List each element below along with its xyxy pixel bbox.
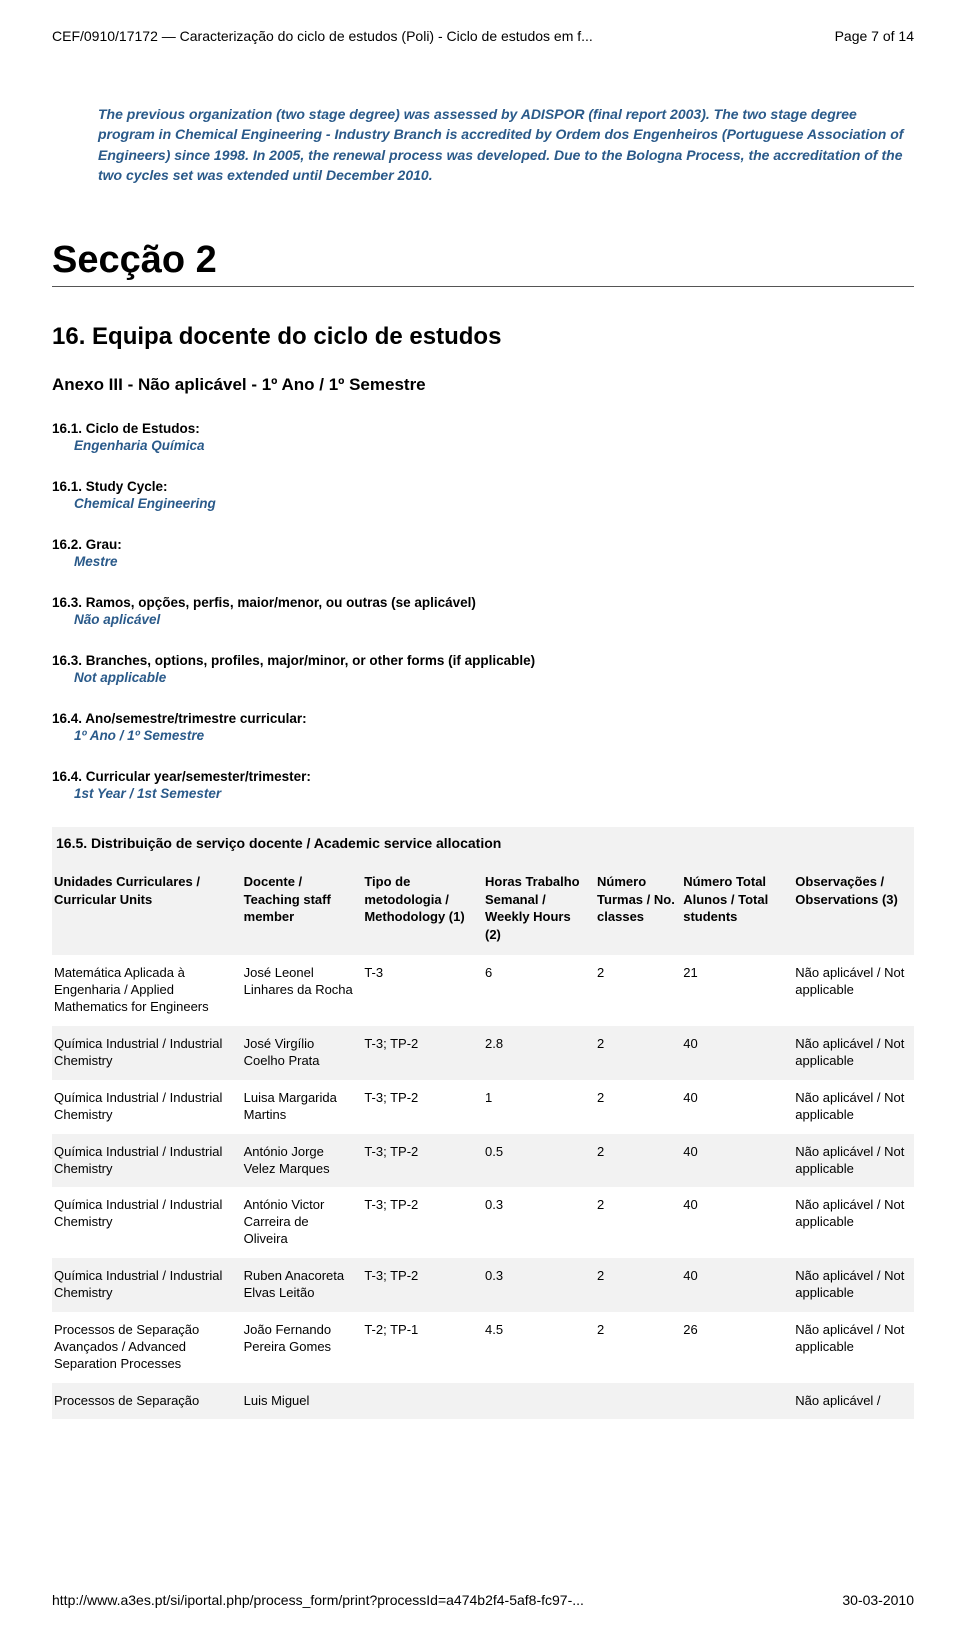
- table-cell: 2: [595, 1026, 681, 1080]
- table-cell: 40: [681, 1080, 793, 1134]
- table-cell: 40: [681, 1134, 793, 1188]
- table-cell: Não aplicável / Not applicable: [793, 1134, 914, 1188]
- table-cell: [595, 1383, 681, 1420]
- table-cell: Não aplicável / Not applicable: [793, 1187, 914, 1258]
- col-header: Número Turmas / No. classes: [595, 859, 681, 955]
- field-label-ramos: 16.3. Ramos, opções, perfis, maior/menor…: [52, 595, 914, 610]
- table-cell: José Leonel Linhares da Rocha: [242, 955, 363, 1026]
- field-label-studycycle: 16.1. Study Cycle:: [52, 479, 914, 494]
- table-cell: Não aplicável / Not applicable: [793, 1080, 914, 1134]
- col-header: Unidades Curriculares / Curricular Units: [52, 859, 242, 955]
- table-row: Química Industrial / Industrial Chemistr…: [52, 1026, 914, 1080]
- anexo-heading: Anexo III - Não aplicável - 1º Ano / 1º …: [52, 375, 914, 395]
- table-cell: [681, 1383, 793, 1420]
- table-cell: António Victor Carreira de Oliveira: [242, 1187, 363, 1258]
- table-row: Processos de SeparaçãoLuis Miguel Não apl…: [52, 1383, 914, 1420]
- table-cell: T-3; TP-2: [362, 1134, 483, 1188]
- table-cell: T-3; TP-2: [362, 1026, 483, 1080]
- field-label-ciclo: 16.1. Ciclo de Estudos:: [52, 421, 914, 436]
- section-divider: [52, 286, 914, 287]
- doc-title: CEF/0910/17172 — Caracterização do ciclo…: [52, 28, 593, 44]
- table-cell: Não aplicável / Not applicable: [793, 955, 914, 1026]
- table-cell: Química Industrial / Industrial Chemistr…: [52, 1026, 242, 1080]
- table-cell: T-3; TP-2: [362, 1080, 483, 1134]
- table-cell: 2: [595, 955, 681, 1026]
- table-cell: Química Industrial / Industrial Chemistr…: [52, 1080, 242, 1134]
- table-cell: Ruben Anacoreta Elvas Leitão: [242, 1258, 363, 1312]
- table-cell: Química Industrial / Industrial Chemistr…: [52, 1258, 242, 1312]
- table-cell: Química Industrial / Industrial Chemistr…: [52, 1187, 242, 1258]
- table-cell: T-3; TP-2: [362, 1258, 483, 1312]
- footer-url: http://www.a3es.pt/si/iportal.php/proces…: [52, 1592, 584, 1608]
- table-cell: 26: [681, 1312, 793, 1383]
- table-cell: 6: [483, 955, 595, 1026]
- table-cell: 1: [483, 1080, 595, 1134]
- footer-date: 30-03-2010: [842, 1592, 914, 1608]
- table-cell: T-2; TP-1: [362, 1312, 483, 1383]
- field-value-grau: Mestre: [74, 554, 914, 569]
- field-label-year: 16.4. Curricular year/semester/trimester…: [52, 769, 914, 784]
- field-value-year: 1st Year / 1st Semester: [74, 786, 914, 801]
- table-cell: 0.3: [483, 1187, 595, 1258]
- table-cell: 40: [681, 1026, 793, 1080]
- col-header: Observações / Observations (3): [793, 859, 914, 955]
- table-cell: Não aplicável / Not applicable: [793, 1258, 914, 1312]
- table-title: 16.5. Distribuição de serviço docente / …: [52, 827, 914, 859]
- table-cell: Luisa Margarida Martins: [242, 1080, 363, 1134]
- table-cell: 2: [595, 1080, 681, 1134]
- field-label-ano: 16.4. Ano/semestre/trimestre curricular:: [52, 711, 914, 726]
- table-cell: Química Industrial / Industrial Chemistr…: [52, 1134, 242, 1188]
- table-cell: [483, 1383, 595, 1420]
- table-cell: Não aplicável / Not applicable: [793, 1026, 914, 1080]
- col-header: Docente / Teaching staff member: [242, 859, 363, 955]
- field-value-ano: 1º Ano / 1º Semestre: [74, 728, 914, 743]
- col-header: Número Total Alunos / Total students: [681, 859, 793, 955]
- table-cell: Processos de Separação Avançados / Advan…: [52, 1312, 242, 1383]
- table-cell: 2: [595, 1312, 681, 1383]
- section-title: Secção 2: [52, 239, 914, 282]
- field-value-studycycle: Chemical Engineering: [74, 496, 914, 511]
- heading-16: 16. Equipa docente do ciclo de estudos: [52, 323, 914, 351]
- field-value-ramos: Não aplicável: [74, 612, 914, 627]
- table-cell: [362, 1383, 483, 1420]
- table-cell: 4.5: [483, 1312, 595, 1383]
- table-cell: João Fernando Pereira Gomes: [242, 1312, 363, 1383]
- table-cell: Matemática Aplicada à Engenharia / Appli…: [52, 955, 242, 1026]
- table-row: Processos de Separação Avançados / Advan…: [52, 1312, 914, 1383]
- table-header-row: Unidades Curriculares / Curricular Units…: [52, 859, 914, 955]
- table-row: Química Industrial / Industrial Chemistr…: [52, 1134, 914, 1188]
- table-cell: 40: [681, 1258, 793, 1312]
- table-cell: 0.5: [483, 1134, 595, 1188]
- table-cell: 2: [595, 1187, 681, 1258]
- table-cell: 40: [681, 1187, 793, 1258]
- field-value-ciclo: Engenharia Química: [74, 438, 914, 453]
- table-cell: 2: [595, 1134, 681, 1188]
- table-row: Química Industrial / Industrial Chemistr…: [52, 1258, 914, 1312]
- table-cell: T-3; TP-2: [362, 1187, 483, 1258]
- table-cell: 0.3: [483, 1258, 595, 1312]
- table-row: Química Industrial / Industrial Chemistr…: [52, 1187, 914, 1258]
- table-cell: Processos de Separação: [52, 1383, 242, 1420]
- intro-paragraph: The previous organization (two stage deg…: [98, 104, 914, 185]
- page-indicator: Page 7 of 14: [835, 28, 914, 44]
- table-cell: Luis Miguel: [242, 1383, 363, 1420]
- table-cell: T-3: [362, 955, 483, 1026]
- allocation-table: Unidades Curriculares / Curricular Units…: [52, 859, 914, 1419]
- table-cell: Não aplicável / Not applicable: [793, 1312, 914, 1383]
- table-cell: António Jorge Velez Marques: [242, 1134, 363, 1188]
- table-cell: 21: [681, 955, 793, 1026]
- table-cell: 2: [595, 1258, 681, 1312]
- table-cell: José Virgílio Coelho Prata: [242, 1026, 363, 1080]
- table-cell: 2.8: [483, 1026, 595, 1080]
- field-value-branches: Not applicable: [74, 670, 914, 685]
- field-label-branches: 16.3. Branches, options, profiles, major…: [52, 653, 914, 668]
- table-cell: Não aplicável /: [793, 1383, 914, 1420]
- col-header: Tipo de metodologia / Methodology (1): [362, 859, 483, 955]
- table-row: Matemática Aplicada à Engenharia / Appli…: [52, 955, 914, 1026]
- field-label-grau: 16.2. Grau:: [52, 537, 914, 552]
- table-row: Química Industrial / Industrial Chemistr…: [52, 1080, 914, 1134]
- col-header: Horas Trabalho Semanal / Weekly Hours (2…: [483, 859, 595, 955]
